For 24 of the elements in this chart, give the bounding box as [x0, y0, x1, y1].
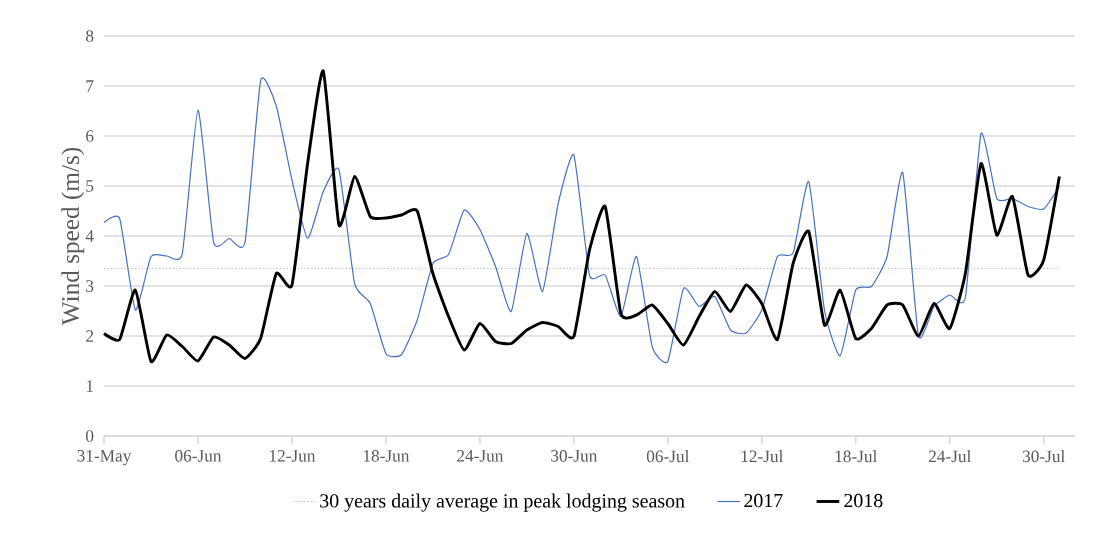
y-tick-label: 5	[86, 180, 94, 192]
x-tick-label: 06-Jul	[646, 450, 690, 463]
y-axis-title: Wind speed (m/s)	[61, 147, 85, 326]
y-tick-label: 4	[85, 230, 94, 242]
y-tick-label: 8	[86, 30, 94, 42]
y-tick-label: 2	[86, 330, 94, 342]
x-tick-label: 06-Jun	[175, 450, 222, 462]
x-tick-label: 24-Jul	[928, 450, 971, 463]
legend-label: 2017	[744, 493, 783, 508]
x-tick-label: 31-May	[77, 450, 132, 466]
y-tick-label: 0	[86, 430, 94, 442]
x-tick-label: 24-Jun	[457, 450, 504, 462]
y-tick-label: 3	[86, 280, 94, 292]
x-tick-label: 18-Jun	[363, 450, 410, 462]
legend-label: 30 years daily average in peak lodging season	[320, 493, 685, 512]
y-tick-label: 7	[86, 80, 94, 92]
x-tick-label: 12-Jul	[741, 450, 784, 463]
legend-label: 2018	[844, 493, 883, 508]
y-tick-label: 1	[86, 380, 93, 392]
x-tick-label: 30-Jun	[551, 450, 598, 462]
y-tick-label: 6	[86, 130, 94, 142]
x-tick-label: 18-Jul	[835, 450, 877, 463]
x-tick-label: 30-Jul	[1022, 450, 1065, 463]
x-tick-label: 12-Jun	[269, 450, 316, 462]
